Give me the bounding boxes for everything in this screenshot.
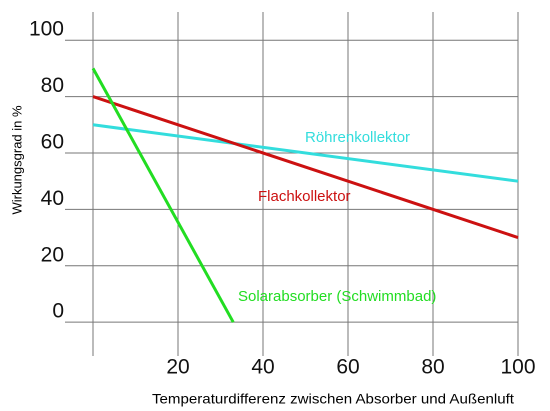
x-tick-label: 80 [421, 356, 444, 379]
series-label: Solarabsorber (Schwimmbad) [238, 288, 436, 305]
y-tick-label: 60 [41, 131, 64, 154]
x-tick-label: 40 [251, 356, 274, 379]
x-axis-title: Temperaturdifferenz zwischen Absorber un… [152, 391, 514, 407]
x-tick-label: 100 [500, 356, 535, 379]
y-axis-title: Wirkungsgrad in % [9, 105, 24, 215]
y-tick-label: 40 [41, 187, 64, 210]
series-line [91, 67, 235, 323]
x-tick-label: 20 [166, 356, 189, 379]
y-tick-label: 100 [29, 18, 64, 41]
y-tick-label: 20 [41, 243, 64, 266]
series-label: Flachkollektor [258, 188, 351, 205]
x-tick-label: 60 [336, 356, 359, 379]
series-line [92, 95, 519, 239]
series-line [92, 123, 519, 183]
series-label: Röhrenkollektor [305, 129, 410, 146]
y-tick-label: 80 [41, 74, 64, 97]
y-tick-label: 0 [52, 300, 64, 323]
